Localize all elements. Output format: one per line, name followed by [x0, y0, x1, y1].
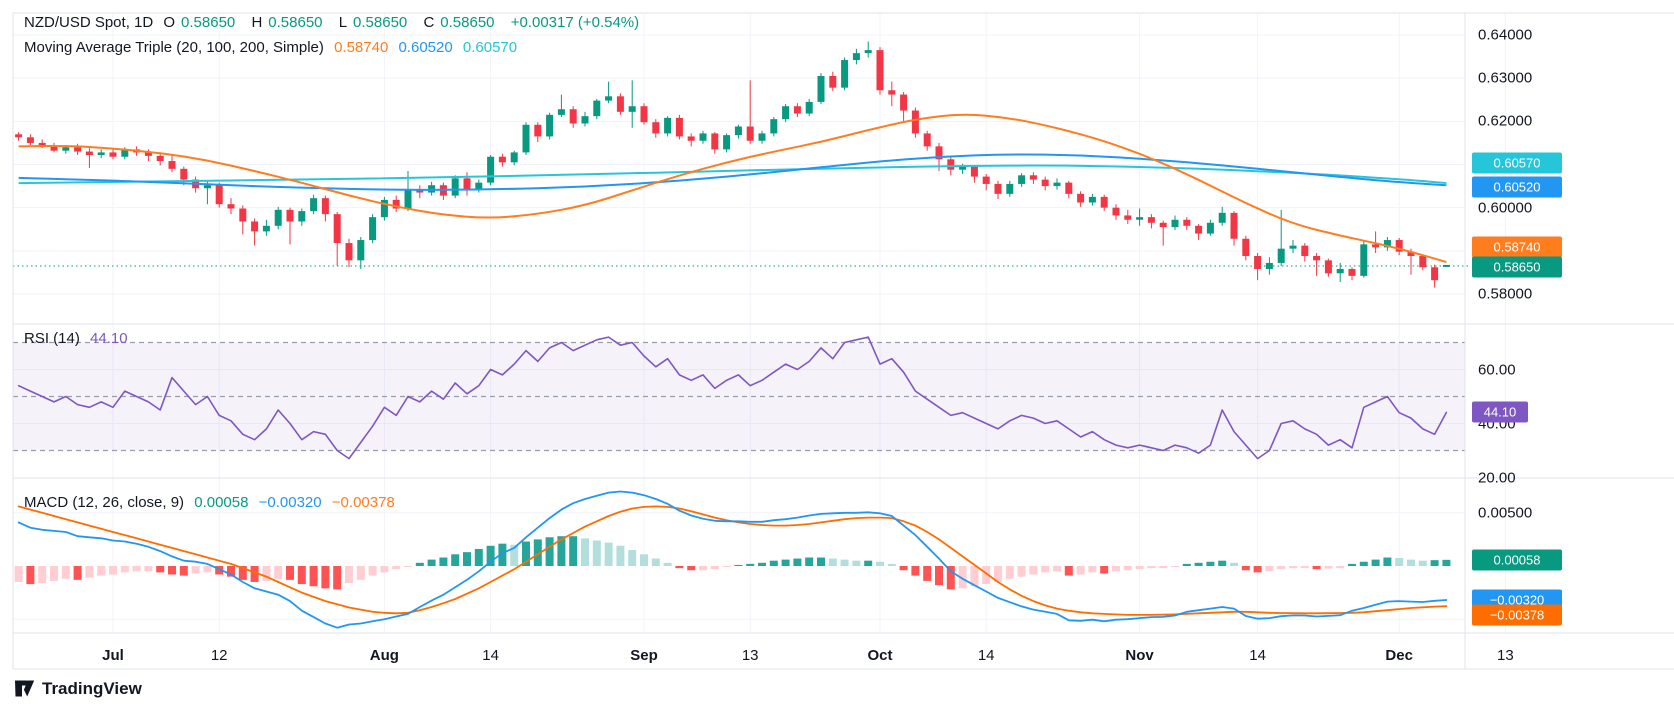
symbol-legend: NZD/USD Spot, 1D O 0.58650 H 0.58650 L 0.58…	[24, 14, 645, 31]
axis-badge-sma20: 0.58740	[1472, 236, 1562, 258]
axis-label: 0.00500	[1478, 504, 1533, 522]
ma-title: Moving Average Triple (20, 100, 200, Sim…	[24, 39, 324, 56]
ohlc-close: C 0.58650	[423, 14, 495, 31]
horizontal-gridlines	[13, 34, 1465, 620]
macd-line-value: −0.00320	[258, 494, 322, 511]
axis-badge-signal: −0.00378	[1472, 604, 1562, 626]
time-axis-label: Dec	[1385, 647, 1413, 664]
axis-label: 0.60000	[1478, 199, 1533, 217]
change-value: +0.00317 (+0.54%)	[510, 14, 640, 31]
ma20-value: 0.58740	[334, 39, 389, 56]
axis-badge-rsi: 44.10	[1472, 401, 1528, 423]
tradingview-logo-icon	[15, 680, 35, 697]
macd-legend: MACD (12, 26, close, 9) 0.00058 −0.00320…	[24, 494, 401, 511]
axis-badge-sma100: 0.60520	[1472, 176, 1562, 198]
ohlc-high: H 0.58650	[251, 14, 323, 31]
axis-label: 0.62000	[1478, 112, 1533, 130]
rsi-legend: RSI (14) 44.10	[24, 330, 134, 347]
moving-averages	[18, 113, 1447, 264]
time-axis-label: 12	[210, 647, 228, 664]
time-axis-label: 14	[977, 647, 995, 664]
axis-badge-close: 0.58650	[1472, 256, 1562, 278]
rsi-value: 44.10	[90, 330, 128, 347]
ohlc-low: L 0.58650	[338, 14, 408, 31]
time-axis-label: Nov	[1125, 647, 1154, 664]
axis-label: 0.63000	[1478, 69, 1533, 87]
macd-hist-value: 0.00058	[194, 494, 249, 511]
time-axis-label: Sep	[630, 647, 658, 664]
time-axis-label: 14	[1249, 647, 1266, 664]
axis-label: 20.00	[1478, 469, 1516, 486]
ma200-value: 0.60570	[462, 39, 518, 56]
time-axis-label: 14	[482, 647, 499, 664]
rsi-title: RSI (14)	[24, 330, 80, 347]
time-axis-label: 13	[1497, 647, 1514, 664]
axis-badge-sma200: 0.60570	[1472, 152, 1562, 174]
macd-signal-value: −0.00378	[331, 494, 395, 511]
rsi-line	[17, 336, 1448, 460]
axis-label: 60.00	[1478, 361, 1516, 378]
time-axis-label: 13	[741, 647, 759, 664]
ohlc-open: O 0.58650	[163, 14, 236, 31]
axis-label: 0.64000	[1478, 26, 1533, 44]
axis-label: 0.58000	[1478, 285, 1533, 303]
axis-badge-hist: 0.00058	[1472, 549, 1562, 571]
macd-histogram	[14, 536, 1451, 590]
tradingview-logo-text: TradingView	[42, 678, 142, 698]
time-axis-label: Aug	[369, 647, 399, 664]
time-axis-label: Jul	[102, 647, 124, 664]
ma-legend: Moving Average Triple (20, 100, 200, Sim…	[24, 39, 523, 56]
ma100-value: 0.60520	[398, 39, 453, 56]
symbol-title: NZD/USD Spot, 1D	[24, 14, 154, 31]
macd-lines	[17, 490, 1448, 629]
tradingview-logo[interactable]: TradingView	[14, 678, 142, 699]
macd-title: MACD (12, 26, close, 9)	[24, 494, 185, 511]
time-axis-label: Oct	[867, 647, 893, 664]
candles	[15, 41, 1450, 288]
